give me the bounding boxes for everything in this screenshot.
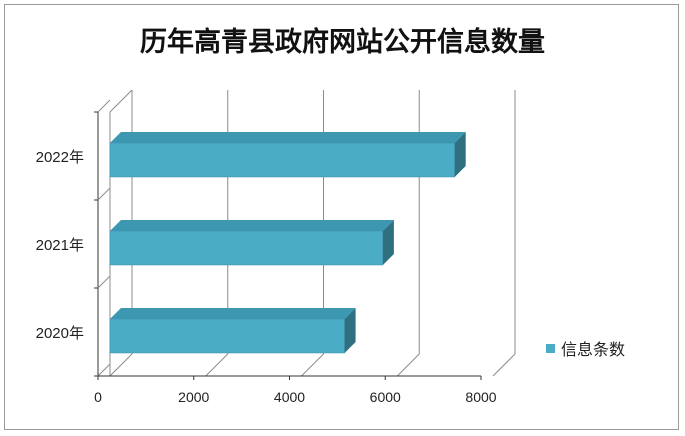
legend-swatch (546, 343, 555, 353)
bar (109, 230, 384, 266)
y-axis-connector (97, 275, 111, 289)
category-label: 2021年 (36, 237, 84, 254)
y-axis-connector (97, 99, 111, 113)
x-tick-label: 6000 (370, 389, 401, 405)
bar-side (382, 220, 394, 265)
bar (109, 318, 345, 354)
category-label: 2022年 (36, 149, 84, 166)
x-tick-label: 0 (94, 389, 102, 405)
left-wall-top (109, 89, 133, 113)
chart-title: 历年高青县政府网站公开信息数量 (140, 27, 545, 57)
bar-side (344, 308, 356, 353)
bar-top (110, 308, 356, 319)
floor-gridline (492, 353, 516, 377)
bar-top (110, 132, 466, 143)
legend-label: 信息条数 (561, 342, 626, 359)
bar (109, 142, 455, 178)
bar-side (454, 132, 466, 177)
floor-gridline (396, 353, 420, 377)
x-tick-label: 2000 (178, 389, 209, 405)
legend: 信息条数 (546, 336, 625, 360)
chart-frame (4, 4, 679, 430)
bar-top (110, 220, 394, 231)
y-axis-connector (97, 187, 111, 201)
x-tick-label: 4000 (274, 389, 305, 405)
y-axis-connector (97, 363, 111, 377)
category-label: 2020年 (36, 325, 84, 342)
floor-gridline (109, 353, 133, 377)
x-tick-label: 8000 (465, 389, 496, 405)
floor-gridline (205, 353, 229, 377)
floor-gridline (301, 353, 324, 377)
